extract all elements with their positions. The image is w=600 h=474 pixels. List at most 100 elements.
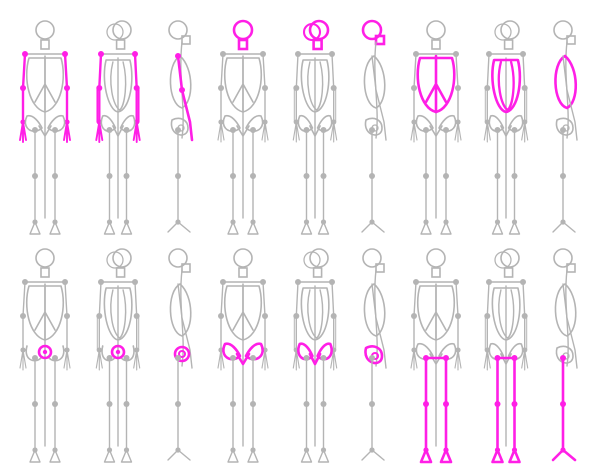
pelvis-center-dot [115, 349, 121, 355]
foot-triangle [120, 449, 133, 463]
elbow-joint [521, 313, 528, 319]
ribcage-sternum [425, 283, 447, 341]
hip-joint [369, 127, 375, 133]
jaw-box [566, 35, 576, 45]
pelvis-wing-right [316, 114, 333, 132]
foot-triangle [317, 449, 330, 463]
hip-joint [230, 355, 236, 361]
ribcage-sternum [232, 283, 254, 341]
ankle-joint [511, 447, 518, 453]
hand-lines [292, 349, 300, 371]
elbow-joint [484, 313, 491, 319]
foot-triangle [103, 221, 116, 235]
figure-group-ribcage [410, 20, 578, 235]
ribcage-outline [103, 59, 133, 113]
hand-lines [410, 121, 418, 143]
pelvis-wing-left [297, 114, 314, 132]
pelvis-wing-right [244, 342, 264, 361]
ankle-joint [560, 219, 566, 225]
pelvis-wing [25, 345, 65, 362]
figure-group-pelvis [217, 248, 387, 463]
hand-lines [483, 349, 491, 371]
ribcage-outline [363, 283, 386, 337]
knee-joint [369, 173, 375, 179]
elbow-joint [411, 85, 417, 91]
hand-lines [483, 121, 491, 143]
ankle-joint [52, 447, 58, 453]
hip-joint [52, 127, 58, 133]
knee-joint [560, 173, 566, 179]
foot-triangle [508, 448, 521, 464]
shoulder-joint [329, 51, 335, 57]
arm-side-line [176, 54, 194, 142]
knee-joint [303, 173, 310, 179]
skull-back-circle [302, 22, 322, 42]
hip-joint [303, 355, 310, 361]
ribcage-inner [110, 61, 121, 111]
shoulder-joint [62, 51, 68, 57]
knee-joint [32, 401, 38, 407]
shoulder-joint [486, 279, 492, 285]
foot-triangle [29, 221, 41, 235]
hand-lines [521, 349, 529, 371]
elbow-joint [96, 313, 103, 319]
wrist-joint [20, 119, 26, 125]
pelvis-wing-left [100, 114, 117, 132]
jaw-box [115, 39, 126, 50]
hip-joint [250, 355, 256, 361]
jaw-box [40, 39, 50, 50]
jaw-box [181, 263, 191, 273]
hip-joint [175, 127, 181, 133]
foot-triangle [120, 221, 133, 235]
ankle-joint [250, 219, 256, 225]
ribcage-inner [118, 61, 127, 111]
ribcage-inner [315, 289, 324, 339]
knee-joint [369, 401, 375, 407]
ribcage-sternum [232, 55, 254, 113]
shoulder-joint [260, 279, 266, 285]
upper-arm-line [413, 53, 417, 89]
knee-joint [443, 173, 449, 179]
upper-arm-line [133, 52, 138, 90]
wrist-joint [455, 347, 461, 353]
ribcage-inner [110, 289, 121, 339]
skull-circle [426, 20, 446, 40]
upper-arm-line [295, 53, 299, 89]
knee-joint [320, 173, 327, 179]
pelvis-sacrum [236, 125, 250, 137]
ankle-joint [123, 447, 130, 453]
foot-triangle [49, 449, 61, 463]
skull-circle [553, 248, 573, 268]
skull-back-circle [106, 251, 124, 269]
hand-lines [521, 121, 529, 143]
jaw-box [374, 34, 386, 46]
hand-lines [217, 349, 225, 371]
ribcage-sternum [34, 283, 56, 341]
pelvis-sacrum [38, 125, 52, 137]
hip-joint [106, 355, 113, 361]
skull-circle [168, 20, 188, 40]
ankle-joint [443, 219, 449, 225]
skull-circle [500, 20, 520, 40]
ankle-joint [175, 219, 181, 225]
ankle-joint [250, 447, 256, 453]
skeleton-front-head [217, 19, 269, 235]
knee-joint [250, 173, 256, 179]
hand-lines [292, 121, 300, 143]
ankle-joint [175, 447, 181, 453]
upper-arm-line [262, 281, 266, 317]
ribcage-outline [554, 283, 577, 337]
ankle-joint [494, 219, 501, 225]
figure-group-legs [410, 248, 578, 464]
ankle-joint [106, 447, 113, 453]
skull-circle [112, 20, 132, 40]
upper-arm-line [295, 281, 299, 317]
wrist-joint [134, 347, 140, 353]
skull-back-circle [494, 23, 512, 41]
skeleton-side-ribcage [552, 20, 578, 233]
arm-side-line [562, 283, 578, 369]
ankle-joint [32, 447, 38, 453]
pelvis-sacrum [429, 125, 443, 137]
